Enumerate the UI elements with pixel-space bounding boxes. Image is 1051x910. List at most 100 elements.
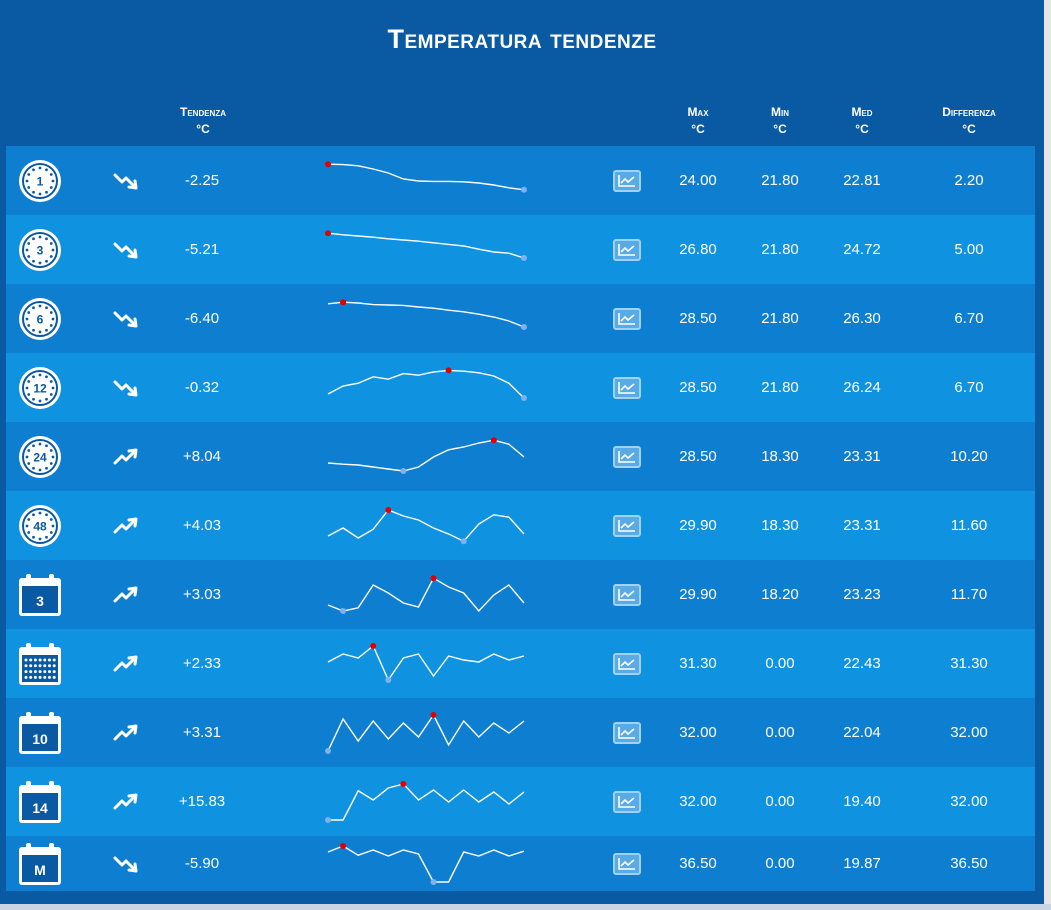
med-value-cell: 22.04 (830, 698, 894, 767)
chart-button[interactable] (606, 422, 648, 491)
trend-value: -6.40 (184, 310, 220, 327)
header-max-unit: °C (691, 122, 705, 136)
med-value: 23.23 (843, 586, 881, 603)
min-value: 0.00 (765, 855, 795, 872)
period-icon-cell: 24 (16, 422, 64, 491)
calendar-icon: 3 (19, 573, 61, 616)
trend-icon-cell (106, 491, 146, 560)
min-marker (521, 254, 527, 261)
calendar-icon: 10 (19, 711, 61, 754)
min-marker (460, 537, 467, 544)
min-value-cell: 0.00 (748, 698, 812, 767)
sparkline-path (327, 163, 525, 190)
chart-button[interactable] (606, 215, 648, 284)
sparkline (327, 574, 525, 614)
vertical-scrollbar[interactable] (1044, 0, 1051, 904)
chart-button[interactable] (606, 698, 648, 767)
max-value: 32.00 (679, 724, 717, 741)
clock-icon: 3 (19, 228, 61, 271)
chart-button[interactable] (606, 560, 648, 629)
trend-value-cell: +3.03 (166, 560, 238, 629)
max-value: 28.50 (679, 448, 717, 465)
chart-button[interactable] (606, 284, 648, 353)
max-marker (430, 711, 437, 718)
diff-value-cell: 36.50 (934, 836, 1004, 891)
max-marker (325, 229, 331, 236)
trend-icon-cell (106, 146, 146, 215)
max-value-cell: 28.50 (666, 284, 730, 353)
horizontal-scrollbar[interactable] (0, 904, 1051, 910)
sparkline-path (327, 844, 525, 883)
chart-button[interactable] (606, 146, 648, 215)
max-value-cell: 28.50 (666, 353, 730, 422)
clock-icon: 1 (19, 159, 61, 202)
line-chart-icon (613, 238, 641, 261)
min-value-cell: 0.00 (748, 767, 812, 836)
trend-value: -0.32 (184, 379, 220, 396)
trend-icon-cell (106, 215, 146, 284)
max-value-cell: 26.80 (666, 215, 730, 284)
min-value: 21.80 (761, 310, 799, 327)
min-value-cell: 18.30 (748, 422, 812, 491)
header-med-unit: °C (855, 122, 869, 136)
diff-value: 32.00 (950, 793, 988, 810)
sparkline-cell (324, 284, 528, 353)
period-label: 10 (32, 731, 48, 747)
med-value: 22.81 (843, 172, 881, 189)
chart-button[interactable] (606, 836, 648, 891)
max-value-cell: 28.50 (666, 422, 730, 491)
med-value-cell: 23.23 (830, 560, 894, 629)
max-marker (325, 160, 331, 167)
max-value-cell: 29.90 (666, 560, 730, 629)
diff-value-cell: 10.20 (934, 422, 1004, 491)
med-value-cell: 19.87 (830, 836, 894, 891)
max-value: 24.00 (679, 172, 717, 189)
max-value: 29.90 (679, 586, 717, 603)
min-marker (430, 878, 437, 885)
sparkline-cell (324, 215, 528, 284)
period-icon-cell: 10 (16, 698, 64, 767)
period-label: 6 (37, 312, 44, 326)
header-max: Max °C (666, 104, 730, 138)
trend-value-cell: +15.83 (166, 767, 238, 836)
chart-button[interactable] (606, 353, 648, 422)
sparkline-cell (324, 146, 528, 215)
diff-value: 32.00 (950, 724, 988, 741)
sparkline (327, 642, 525, 683)
calendar-month-icon (19, 642, 61, 685)
max-value: 36.50 (679, 855, 717, 872)
diff-value: 5.00 (954, 241, 984, 258)
table-row: 6 -6.40 28.50 21.80 26.30 6.70 (6, 284, 1035, 353)
chart-button[interactable] (606, 629, 648, 698)
trend-value-cell: +8.04 (166, 422, 238, 491)
min-value: 21.80 (761, 379, 799, 396)
trend-icon-cell (106, 629, 146, 698)
period-label: 14 (32, 800, 48, 816)
min-value-cell: 21.80 (748, 353, 812, 422)
diff-value: 10.20 (950, 448, 988, 465)
trend-value-cell: +2.33 (166, 629, 238, 698)
sparkline-cell (324, 560, 528, 629)
sparkline-cell (324, 836, 528, 891)
med-value: 26.24 (843, 379, 881, 396)
trend-up-icon (113, 517, 138, 533)
period-label: 48 (33, 519, 47, 533)
sparkline (325, 229, 527, 261)
med-value-cell: 23.31 (830, 422, 894, 491)
max-value-cell: 24.00 (666, 146, 730, 215)
min-value-cell: 18.30 (748, 491, 812, 560)
diff-value-cell: 32.00 (934, 698, 1004, 767)
chart-button[interactable] (606, 491, 648, 560)
calendar-icon: 14 (19, 780, 61, 823)
max-value: 28.50 (679, 379, 717, 396)
max-value-cell: 32.00 (666, 767, 730, 836)
trend-value: +2.33 (183, 655, 221, 672)
min-marker (340, 607, 347, 614)
table-row: 14 +15.83 32.00 0.00 19.40 32.00 (6, 767, 1035, 836)
page-title: Temperatura tendenze (387, 24, 657, 54)
trend-value-cell: -6.40 (166, 284, 238, 353)
sparkline (325, 711, 525, 754)
med-value-cell: 19.40 (830, 767, 894, 836)
chart-button[interactable] (606, 767, 648, 836)
header-tendenza-unit: °C (196, 122, 210, 136)
